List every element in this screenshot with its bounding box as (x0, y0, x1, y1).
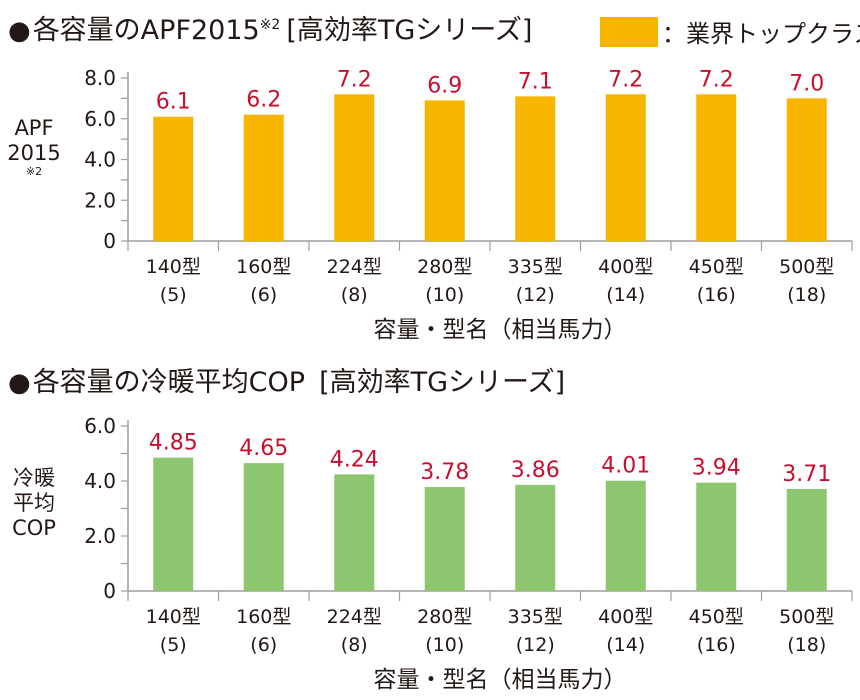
x-axis-title: 容量・型名（相当馬力） (374, 667, 627, 693)
bar (424, 100, 465, 241)
y-tick-label: 6.0 (84, 414, 116, 438)
bullet-icon: ● (8, 16, 31, 46)
bar (424, 487, 465, 591)
chart2-ylabel: 冷暖 平均 COP (4, 466, 64, 541)
x-tick-sublabel: (14) (606, 284, 645, 306)
bar (334, 474, 375, 591)
data-label: 4.24 (330, 447, 379, 472)
x-tick-sublabel: (6) (250, 284, 277, 306)
data-label: 3.78 (420, 460, 469, 485)
data-label: 6.1 (156, 90, 191, 115)
title-suffix: [高効率TGシリーズ] (286, 15, 533, 46)
bar (786, 98, 827, 241)
x-tick-label: 400型 (598, 256, 653, 278)
y-tick-label: 8.0 (84, 66, 116, 90)
x-tick-label: 450型 (689, 256, 744, 278)
legend-label: ：業界トップクラス (662, 20, 860, 48)
x-tick-label: 140型 (146, 606, 201, 628)
data-label: 7.1 (518, 69, 553, 94)
x-tick-sublabel: (16) (697, 284, 736, 306)
data-label: 3.71 (782, 462, 831, 487)
bullet-icon: ● (8, 368, 31, 398)
y-tick-label: 0 (103, 229, 116, 253)
x-tick-sublabel: (6) (250, 634, 277, 656)
ylabel-line: 2015 (7, 141, 61, 165)
y-tick-label: 4.0 (84, 148, 116, 172)
bar (786, 488, 827, 591)
ylabel-note: ※2 (25, 165, 43, 178)
x-tick-sublabel: (18) (787, 284, 826, 306)
ylabel-line: 平均 (13, 491, 55, 515)
data-label: 4.65 (239, 436, 288, 461)
x-tick-sublabel: (10) (425, 634, 464, 656)
x-tick-label: 400型 (598, 606, 653, 628)
legend-swatch (600, 16, 658, 47)
x-tick-label: 500型 (779, 256, 834, 278)
data-label: 4.01 (601, 454, 650, 479)
ylabel-line: 冷暖 (13, 466, 55, 490)
chart1-legend: ：業界トップクラス (600, 14, 860, 49)
x-tick-sublabel: (12) (516, 284, 555, 306)
x-tick-label: 335型 (508, 256, 563, 278)
data-label: 7.0 (789, 71, 824, 96)
chart2-title: ●各容量の冷暖平均COP [高効率TGシリーズ] (8, 367, 566, 398)
y-tick-label: 4.0 (84, 469, 116, 493)
x-tick-sublabel: (18) (787, 634, 826, 656)
bar (243, 114, 284, 241)
bar (334, 94, 375, 241)
x-tick-sublabel: (12) (516, 634, 555, 656)
title-suffix: [高効率TGシリーズ] (319, 367, 566, 398)
ylabel-line: COP (12, 516, 56, 540)
bar (696, 94, 737, 241)
bar (515, 484, 556, 591)
x-tick-label: 450型 (689, 606, 744, 628)
x-tick-label: 280型 (417, 256, 472, 278)
bar (605, 480, 646, 591)
data-label: 7.2 (699, 67, 734, 92)
x-tick-label: 500型 (779, 606, 834, 628)
x-tick-label: 224型 (327, 256, 382, 278)
y-tick-label: 0 (103, 579, 116, 603)
x-tick-sublabel: (14) (606, 634, 645, 656)
y-tick-label: 2.0 (84, 524, 116, 548)
y-tick-label: 2.0 (84, 188, 116, 212)
chart1-ylabel: APF 2015 ※2 (4, 116, 64, 178)
bar (515, 96, 556, 242)
y-tick-label: 6.0 (84, 107, 116, 131)
x-tick-sublabel: (16) (697, 634, 736, 656)
x-tick-sublabel: (5) (160, 634, 187, 656)
data-label: 6.2 (246, 88, 281, 113)
data-label: 3.86 (511, 458, 560, 483)
x-tick-sublabel: (8) (341, 634, 368, 656)
x-tick-label: 335型 (508, 606, 563, 628)
x-axis-title: 容量・型名（相当馬力） (374, 317, 627, 343)
x-tick-label: 280型 (417, 606, 472, 628)
x-tick-label: 140型 (146, 256, 201, 278)
bar (243, 463, 284, 591)
bar (696, 482, 737, 591)
bar (605, 94, 646, 241)
chart1-title: ●各容量のAPF2015※2 [高効率TGシリーズ] (8, 15, 533, 46)
data-label: 4.85 (149, 431, 198, 456)
data-label: 7.2 (608, 67, 643, 92)
data-label: 7.2 (337, 67, 372, 92)
chart1-plot: 0 2.0 4.0 6.0 8.0 6.1 140型 (5) 6.2 160型 (6) 7.2 224型… (84, 66, 853, 343)
x-tick-label: 224型 (327, 606, 382, 628)
data-label: 6.9 (427, 73, 462, 98)
x-tick-label: 160型 (236, 256, 291, 278)
bar (153, 116, 194, 241)
data-label: 3.94 (692, 456, 741, 481)
x-tick-label: 160型 (236, 606, 291, 628)
ylabel-line: APF (14, 116, 54, 140)
x-tick-sublabel: (5) (160, 284, 187, 306)
title-note: ※2 (259, 17, 281, 33)
x-tick-sublabel: (8) (341, 284, 368, 306)
bar (153, 457, 194, 591)
x-tick-sublabel: (10) (425, 284, 464, 306)
